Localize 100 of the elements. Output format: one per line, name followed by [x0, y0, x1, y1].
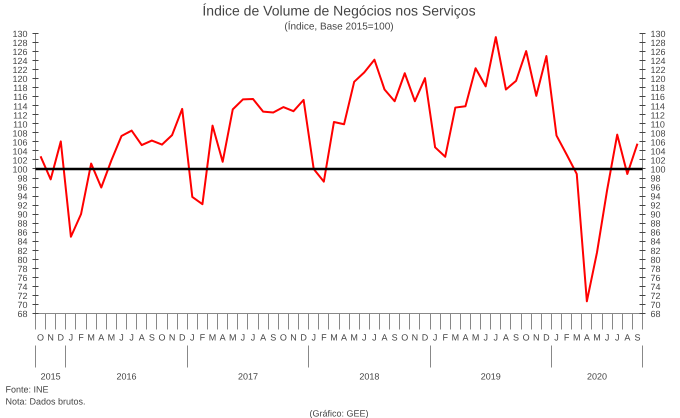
- y-tick-label: 88: [17, 218, 28, 229]
- x-tick-label: A: [220, 332, 226, 342]
- y2-tick-label: 124: [650, 56, 666, 66]
- y-tick-label: 112: [13, 110, 28, 120]
- y2-tick-label: 70: [650, 300, 661, 310]
- x-tick-label: M: [350, 332, 358, 342]
- x-tick-label: J: [190, 332, 195, 342]
- y2-tick-label: 122: [650, 65, 666, 76]
- x-tick-label: J: [362, 332, 367, 342]
- x2-tick-label: 2016: [116, 372, 137, 382]
- y2-tick-label: 84: [650, 236, 661, 247]
- x-tick-label: S: [634, 332, 640, 342]
- y-tick-label: 70: [17, 300, 28, 310]
- x-tick-label: O: [280, 332, 287, 342]
- line-series: [40, 36, 638, 302]
- y-tick-label: 122: [12, 65, 28, 76]
- y-tick-label: 86: [17, 228, 28, 238]
- text: (Gráfico: GEE): [309, 408, 369, 418]
- y2-tick-label: 76: [650, 272, 661, 283]
- chart-subtitle: (Índice, Base 2015=100): [284, 20, 394, 32]
- y2-tick-label: 102: [650, 155, 666, 166]
- y2-tick-label: 80: [650, 254, 661, 265]
- y2-tick-label: 94: [650, 192, 661, 202]
- x-tick-label: D: [422, 332, 429, 342]
- y-tick-label: 98: [17, 174, 28, 184]
- y2-tick-label: 96: [650, 182, 661, 193]
- x-tick-label: M: [472, 332, 480, 342]
- x-tick-label: F: [200, 332, 206, 342]
- y2-tick-label: 86: [650, 228, 661, 238]
- x-tick-label: M: [229, 332, 237, 342]
- x-tick-label: J: [311, 332, 316, 342]
- x-tick-label: O: [158, 332, 166, 342]
- y2-tick-label: 116: [650, 92, 665, 102]
- y-tick-label: 74: [17, 282, 28, 292]
- y-tick-label: 102: [12, 155, 28, 166]
- y2-tick-label: 104: [650, 146, 666, 156]
- y2-tick-label: 88: [650, 218, 661, 229]
- x2-tick-label: 2017: [238, 372, 258, 382]
- x-tick-label: M: [87, 332, 95, 342]
- x-tick-label: N: [168, 332, 176, 342]
- x-tick-label: O: [522, 332, 530, 342]
- y-tick-label: 78: [17, 264, 28, 274]
- y2-tick-label: 120: [650, 74, 666, 84]
- x-tick-label: N: [290, 332, 297, 342]
- x-tick-label: N: [533, 332, 540, 342]
- y-tick-label: 84: [17, 236, 28, 247]
- x-tick-label: D: [543, 332, 550, 342]
- x-tick-label: M: [330, 332, 338, 342]
- y2-tick-label: 114: [650, 101, 665, 112]
- y-tick-label: 130: [12, 29, 28, 39]
- x-tick-label: A: [98, 332, 104, 342]
- source-note: Fonte: INE: [6, 384, 49, 394]
- x-tick-label: J: [483, 332, 488, 342]
- y-tick-label: 80: [17, 254, 28, 265]
- x-tick-label: A: [462, 332, 468, 342]
- y-tick-label: 100: [12, 164, 28, 174]
- y2-tick-label: 78: [650, 264, 661, 274]
- x-tick-label: N: [47, 332, 54, 342]
- x-tick-label: D: [178, 332, 186, 342]
- x2-tick-label: 2019: [480, 372, 501, 382]
- x-tick-label: J: [554, 332, 559, 342]
- x-tick-label: D: [300, 332, 308, 342]
- x-tick-label: F: [78, 332, 84, 342]
- x-tick-label: A: [382, 332, 388, 342]
- y-tick-label: 106: [12, 137, 28, 148]
- x2-tick-label: 2018: [359, 372, 380, 382]
- y2-tick-label: 106: [650, 137, 666, 148]
- x2-tick-label: 2015: [40, 372, 61, 382]
- x-tick-label: M: [452, 332, 460, 342]
- y-tick-label: 118: [13, 83, 28, 94]
- y2-tick-label: 128: [650, 38, 666, 48]
- y2-tick-label: 92: [650, 200, 661, 211]
- x-tick-label: J: [129, 332, 134, 342]
- text: Nota: Dados brutos.: [6, 396, 86, 406]
- x-tick-label: A: [341, 332, 348, 342]
- y2-tick-label: 110: [650, 119, 665, 130]
- y-tick-label: 82: [17, 246, 28, 256]
- x-tick-label: F: [564, 332, 570, 342]
- y-tick-label: 104: [12, 146, 28, 156]
- y-tick-label: 114: [13, 101, 28, 112]
- x-tick-label: J: [250, 332, 256, 342]
- y2-tick-label: 82: [650, 246, 661, 256]
- y2-tick-label: 108: [650, 128, 666, 138]
- x-tick-label: M: [593, 332, 601, 342]
- y-tick-label: 126: [12, 47, 28, 58]
- x-tick-label: J: [119, 332, 124, 342]
- x-tick-label: J: [240, 332, 246, 342]
- y2-tick-label: 130: [650, 29, 666, 39]
- x-tick-label: A: [624, 332, 630, 342]
- x-tick-label: J: [432, 332, 438, 342]
- y2-tick-label: 72: [650, 290, 661, 301]
- x-tick-label: S: [392, 332, 398, 342]
- y-tick-label: 128: [12, 38, 28, 48]
- y-tick-label: 76: [17, 272, 28, 283]
- y-tick-label: 68: [17, 309, 28, 319]
- x-tick-label: F: [442, 332, 448, 342]
- x-tick-label: O: [37, 332, 44, 342]
- x-tick-label: S: [148, 332, 155, 342]
- y2-tick-label: 90: [650, 210, 661, 220]
- x2-tick-label: 2020: [586, 372, 607, 382]
